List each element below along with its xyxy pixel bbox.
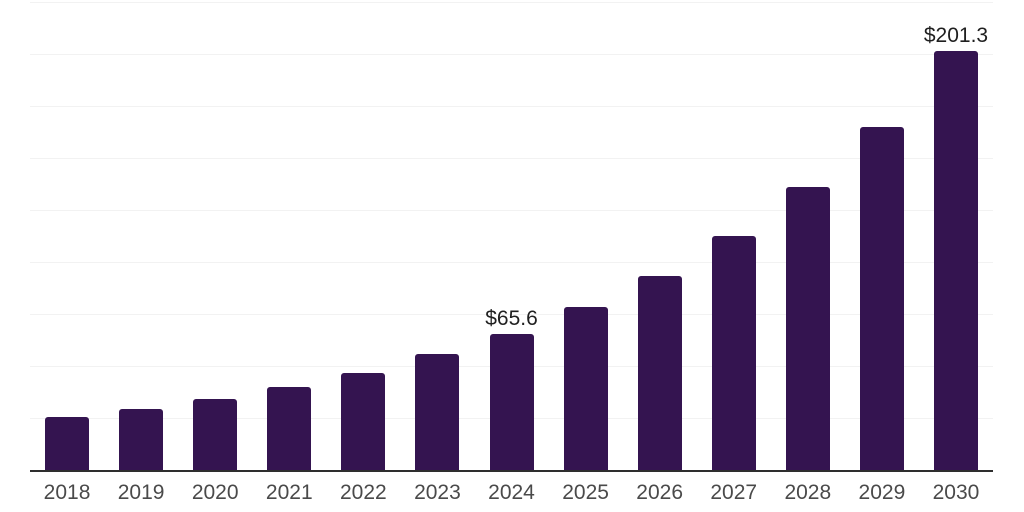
- x-axis-labels: 2018 2019 2020 2021 2022 2023 2024 2025 2026 2027…: [30, 482, 993, 503]
- bar-slot: $201.3: [919, 2, 993, 470]
- x-tick-label: 2018: [43, 481, 91, 504]
- bar-2022: [341, 373, 386, 470]
- plot-area: $65.6 $201.3: [30, 2, 993, 470]
- x-axis-line: [30, 470, 993, 472]
- x-tick-label: 2020: [191, 481, 239, 504]
- bar-2025: [563, 306, 608, 470]
- x-tick-label: 2022: [339, 481, 387, 504]
- gridline: [30, 158, 993, 159]
- gridline: [30, 106, 993, 107]
- bar-slot: [845, 2, 919, 470]
- x-tick-label: 2023: [414, 481, 461, 504]
- bar-2019: [119, 409, 164, 470]
- bar-2021: [267, 387, 312, 470]
- bar-2020: [193, 399, 238, 470]
- bar-2030: $201.3: [924, 25, 988, 470]
- gridline: [30, 2, 993, 3]
- bar-slot: [697, 2, 771, 470]
- bar-slot: [326, 2, 400, 470]
- bar-slot: [178, 2, 252, 470]
- x-tick-label: 2029: [858, 481, 906, 504]
- bar-2029: [859, 127, 904, 470]
- x-tick-label: 2028: [784, 481, 832, 504]
- gridline: [30, 314, 993, 315]
- x-tick-label: 2027: [710, 481, 758, 504]
- bar-2026: [637, 275, 682, 470]
- bar-slot: [400, 2, 474, 470]
- bar-slot: [252, 2, 326, 470]
- bars-container: $65.6 $201.3: [30, 2, 993, 470]
- bar-slot: [771, 2, 845, 470]
- bar-value-label: $65.6: [485, 306, 538, 330]
- bar-2018: [45, 417, 90, 470]
- bar-2028: [785, 187, 830, 470]
- x-tick-label: 2021: [265, 481, 313, 504]
- x-tick-label: 2026: [636, 481, 684, 504]
- bar-slot: [104, 2, 178, 470]
- bar-slot: [549, 2, 623, 470]
- gridline: [30, 262, 993, 263]
- gridline: [30, 54, 993, 55]
- x-tick-label: 2025: [562, 481, 609, 504]
- x-tick-label: 2019: [117, 481, 165, 504]
- bar-slot: [30, 2, 104, 470]
- bar-2027: [711, 236, 756, 470]
- x-tick-label: 2024: [488, 481, 535, 504]
- x-tick-label: 2030: [932, 481, 980, 504]
- bar-2024: $65.6: [485, 308, 538, 470]
- bar-2023: [415, 354, 460, 470]
- gridline: [30, 210, 993, 211]
- bar-value-label: $201.3: [923, 24, 989, 48]
- bar-slot: $65.6: [474, 2, 548, 470]
- bar-slot: [623, 2, 697, 470]
